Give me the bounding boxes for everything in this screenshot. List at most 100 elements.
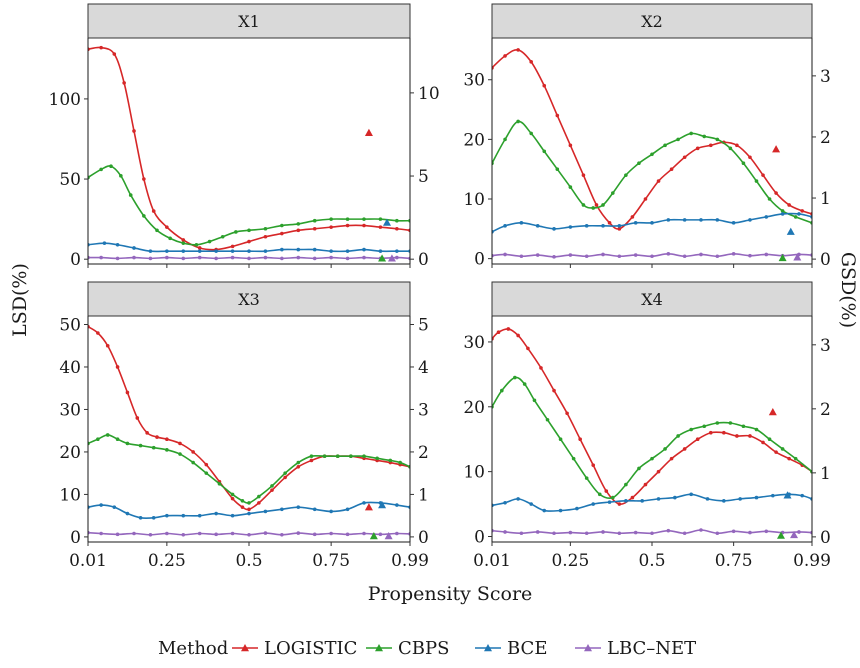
data-point-cbps — [611, 191, 615, 195]
lsd-tick-label: 30 — [463, 71, 485, 91]
data-point-cbps — [650, 152, 654, 157]
data-point-cbps — [663, 447, 667, 451]
data-point-cbps — [335, 454, 340, 458]
data-point-logistic — [617, 227, 622, 231]
legend-item-logistic: LOGISTIC — [232, 638, 357, 659]
data-point-logistic — [787, 203, 791, 207]
facet-x3: X3 0 10 20 30 40 50 0 1 2 3 4 5 0.01 0.25 0.5 0.75 0.99 — [59, 281, 429, 571]
data-point-logistic — [506, 327, 511, 331]
data-point-logistic — [682, 155, 687, 160]
data-point-cbps — [741, 161, 746, 166]
x-tick-label: 0.99 — [793, 551, 831, 571]
data-point-bce — [705, 497, 710, 501]
data-point-lbc-net — [329, 531, 333, 536]
data-point-cbps — [178, 452, 182, 456]
gsd-tick-label: 3 — [820, 336, 831, 356]
data-point-cbps — [119, 174, 123, 178]
data-point-lbc-net — [666, 252, 671, 256]
data-point-logistic — [247, 239, 251, 244]
data-point-cbps — [151, 445, 156, 450]
data-point-logistic — [329, 225, 333, 229]
data-point-cbps — [715, 421, 720, 425]
data-point-logistic — [581, 173, 586, 177]
data-point-logistic — [240, 505, 245, 509]
data-point-cbps — [142, 214, 146, 218]
data-point-cbps — [181, 241, 186, 245]
data-point-logistic — [643, 197, 648, 201]
gsd-marker-cbps — [776, 531, 785, 539]
gsd-marker-logistic — [768, 408, 777, 416]
data-point-bce — [296, 505, 301, 509]
lsd-tick-label: 30 — [463, 333, 485, 353]
data-point-bce — [519, 221, 524, 225]
data-point-bce — [263, 249, 268, 253]
data-point-cbps — [263, 226, 268, 231]
data-point-cbps — [601, 203, 605, 207]
data-point-logistic — [735, 143, 739, 148]
data-point-cbps — [754, 427, 759, 432]
data-point-lbc-net — [601, 530, 605, 534]
gsd-tick-label: 0 — [820, 250, 831, 270]
data-point-cbps — [676, 137, 680, 142]
data-point-bce — [624, 499, 628, 503]
data-point-cbps — [558, 437, 563, 442]
data-point-bce — [181, 249, 186, 253]
lsd-tick-label: 0 — [70, 250, 81, 270]
data-point-cbps — [529, 131, 533, 136]
data-point-logistic — [552, 388, 556, 393]
legend-title: Method — [158, 638, 228, 659]
gsd-tick-label: 2 — [820, 400, 831, 420]
data-point-logistic — [345, 223, 350, 228]
data-point-lbc-net — [650, 254, 654, 259]
data-point-logistic — [125, 390, 130, 395]
data-point-bce — [214, 511, 218, 516]
data-point-cbps — [217, 482, 222, 486]
data-point-lbc-net — [552, 255, 556, 259]
data-point-bce — [656, 497, 661, 501]
data-point-lbc-net — [797, 530, 801, 534]
data-point-logistic — [181, 238, 186, 242]
data-point-bce — [280, 247, 284, 252]
data-point-cbps — [702, 424, 707, 429]
data-point-logistic — [748, 155, 752, 160]
data-point-bce — [112, 505, 117, 509]
data-point-lbc-net — [395, 531, 399, 536]
data-point-bce — [280, 507, 284, 512]
y-axis-title-right: GSD(%) — [837, 252, 859, 328]
series-line-bce — [88, 501, 410, 519]
data-point-bce — [102, 241, 107, 245]
data-point-bce — [617, 224, 622, 228]
gsd-marker-lbc-net — [790, 530, 799, 539]
series-line-logistic — [492, 48, 812, 230]
gsd-marker-lbc-net — [384, 532, 393, 540]
facet-strip-label: X4 — [641, 290, 663, 309]
data-point-bce — [247, 511, 251, 516]
data-point-cbps — [109, 164, 113, 169]
data-point-cbps — [99, 167, 103, 172]
data-point-cbps — [322, 454, 327, 458]
legend-item-label: LOGISTIC — [264, 638, 357, 659]
data-point-lbc-net — [148, 256, 153, 261]
legend-key-marker — [241, 644, 249, 652]
data-point-cbps — [522, 382, 527, 386]
data-point-lbc-net — [165, 531, 169, 536]
facet-x2: X2 0 10 20 30 0 1 2 3 — [463, 3, 831, 270]
data-point-cbps — [581, 203, 586, 207]
data-point-bce — [633, 221, 638, 225]
data-point-cbps — [378, 217, 383, 221]
data-point-lbc-net — [601, 252, 605, 257]
data-point-lbc-net — [584, 531, 589, 536]
data-point-cbps — [500, 388, 504, 393]
data-point-cbps — [568, 185, 573, 189]
data-point-logistic — [230, 496, 235, 501]
data-point-bce — [535, 224, 540, 228]
data-point-bce — [165, 249, 169, 253]
gsd-tick-label: 4 — [418, 358, 429, 378]
data-point-cbps — [597, 492, 602, 497]
data-point-cbps — [96, 437, 100, 442]
data-point-bce — [99, 503, 103, 507]
data-point-logistic — [542, 83, 547, 88]
data-point-bce — [132, 246, 136, 250]
data-point-cbps — [689, 131, 693, 136]
data-point-lbc-net — [519, 254, 524, 259]
